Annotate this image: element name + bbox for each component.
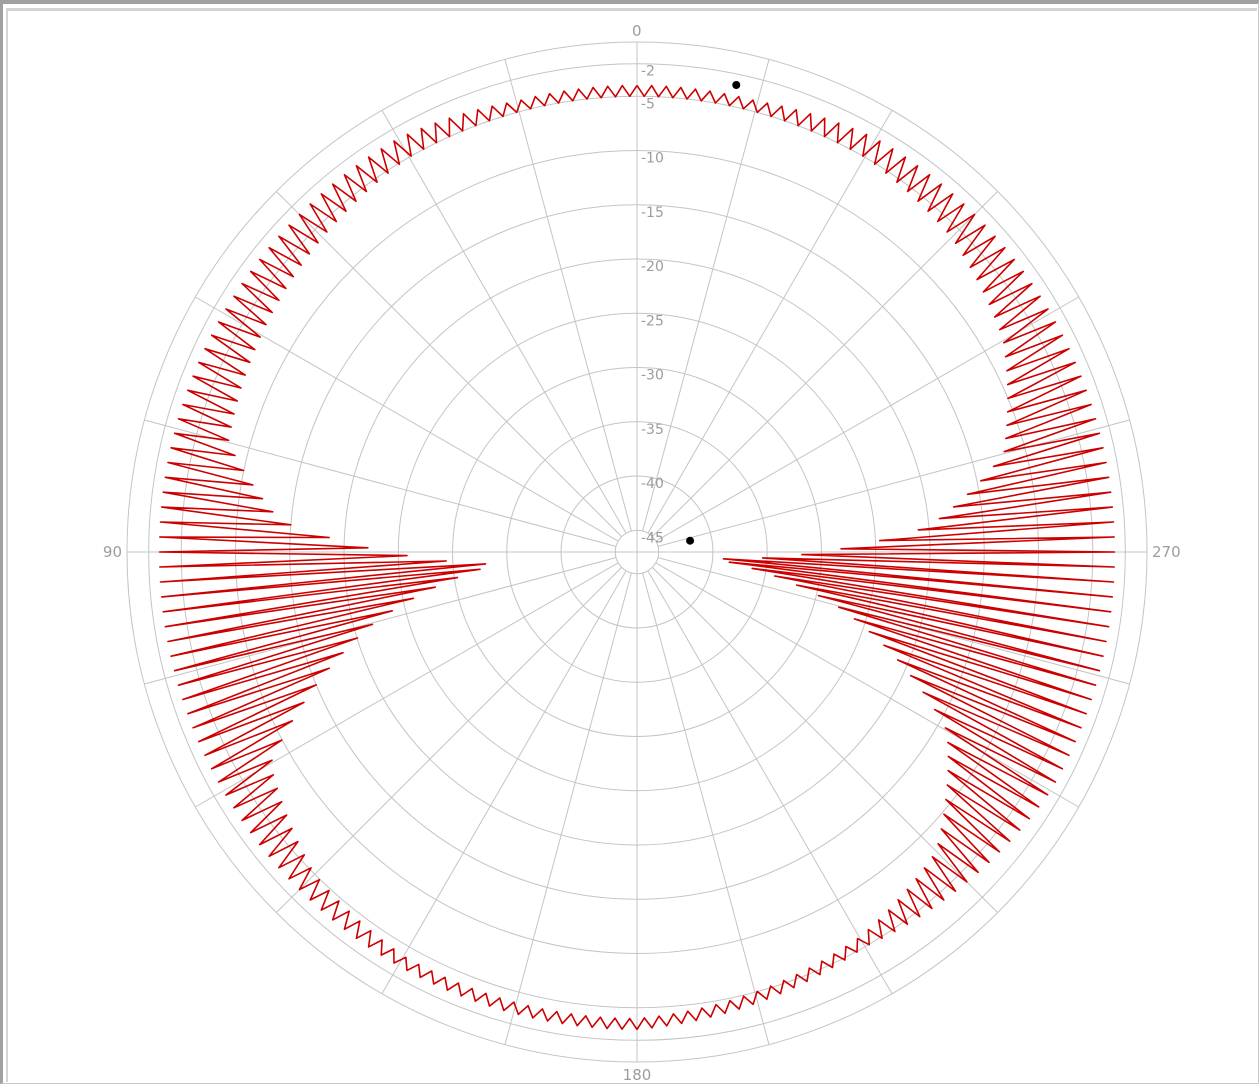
grid-ring [148, 63, 1126, 1041]
polar-plot: -2 -5 -10 -15 -20 -25 -30 -35 -40 -45 0 90 180 270 [103, 22, 1181, 1084]
grid-spoke [642, 572, 770, 1045]
radial-tick-label: -15 [641, 205, 664, 221]
radial-tick-label: -2 [641, 64, 655, 80]
grid-ring [560, 475, 714, 629]
radial-tick-label: -25 [641, 313, 664, 329]
grid-spoke [144, 419, 617, 547]
grid-ring [506, 421, 768, 683]
grid-spoke [144, 557, 617, 685]
grid-spoke [504, 59, 632, 532]
grid-spoke [651, 566, 998, 913]
angle-tick-label: 180 [623, 1066, 652, 1084]
grid-spoke [276, 566, 623, 913]
grid-spoke [647, 110, 893, 534]
grid-ring [289, 204, 985, 900]
angle-tick-label: 270 [1152, 543, 1181, 561]
grid-spoke [655, 562, 1079, 808]
series-marker [686, 536, 695, 545]
trace-layer [158, 80, 1116, 1031]
grid-spoke [642, 59, 770, 532]
radial-tick-label: -10 [641, 151, 664, 167]
grid-spoke [651, 191, 998, 538]
series-marker [732, 80, 741, 89]
radial-tick-label: -20 [641, 259, 664, 275]
angle-tick-label: 0 [632, 22, 642, 40]
grid-ring [614, 529, 660, 575]
radial-tick-label: -45 [641, 530, 664, 546]
grid-ring [397, 312, 877, 792]
grid-spoke [195, 562, 619, 808]
grid-spoke [276, 191, 623, 538]
radial-tick-label: -30 [641, 368, 664, 384]
grid-ring [452, 367, 822, 737]
grid-spoke [657, 419, 1130, 547]
angle-tick-label: 90 [103, 543, 122, 561]
grid-spoke [195, 296, 619, 542]
grid-spoke [647, 570, 893, 994]
radial-tick-label: -35 [641, 422, 664, 438]
grid-spoke [655, 296, 1079, 542]
chart-panel [6, 8, 1257, 1082]
grid-spoke [381, 570, 627, 994]
radial-tick-label: -5 [641, 96, 655, 112]
grid-ring [343, 258, 931, 846]
grid-ring-outer [126, 41, 1148, 1063]
radial-tick-label: -40 [641, 476, 664, 492]
polar-grid [126, 41, 1148, 1063]
grid-spoke [504, 572, 632, 1045]
series-trace [158, 84, 1116, 1031]
grid-spoke [381, 110, 627, 534]
label-layer: -2 -5 -10 -15 -20 -25 -30 -35 -40 -45 0 90 180 270 [103, 22, 1181, 1084]
